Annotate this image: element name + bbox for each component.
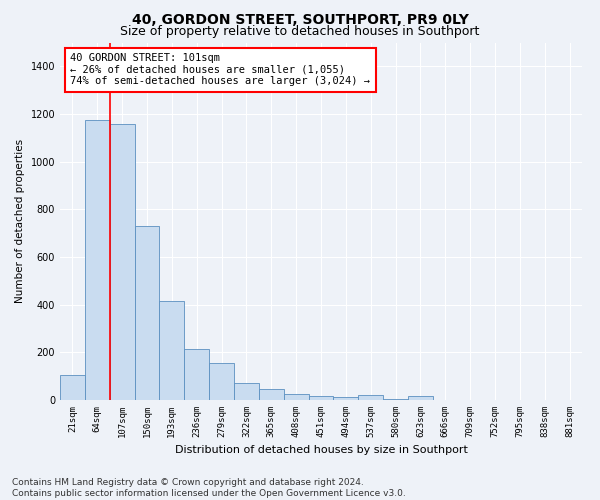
X-axis label: Distribution of detached houses by size in Southport: Distribution of detached houses by size … [175,446,467,456]
Text: Contains HM Land Registry data © Crown copyright and database right 2024.
Contai: Contains HM Land Registry data © Crown c… [12,478,406,498]
Bar [358,395,383,400]
Bar [184,349,209,400]
Bar [110,124,134,400]
Bar [134,226,160,400]
Text: 40 GORDON STREET: 101sqm
← 26% of detached houses are smaller (1,055)
74% of sem: 40 GORDON STREET: 101sqm ← 26% of detach… [70,53,370,86]
Bar [383,399,408,400]
Text: Size of property relative to detached houses in Southport: Size of property relative to detached ho… [121,25,479,38]
Bar [259,390,284,400]
Bar [408,396,433,400]
Bar [308,396,334,400]
Bar [209,363,234,400]
Y-axis label: Number of detached properties: Number of detached properties [15,139,25,304]
Bar [234,384,259,400]
Bar [60,375,85,400]
Bar [284,394,308,400]
Bar [85,120,110,400]
Bar [160,301,184,400]
Bar [334,397,358,400]
Text: 40, GORDON STREET, SOUTHPORT, PR9 0LY: 40, GORDON STREET, SOUTHPORT, PR9 0LY [131,12,469,26]
